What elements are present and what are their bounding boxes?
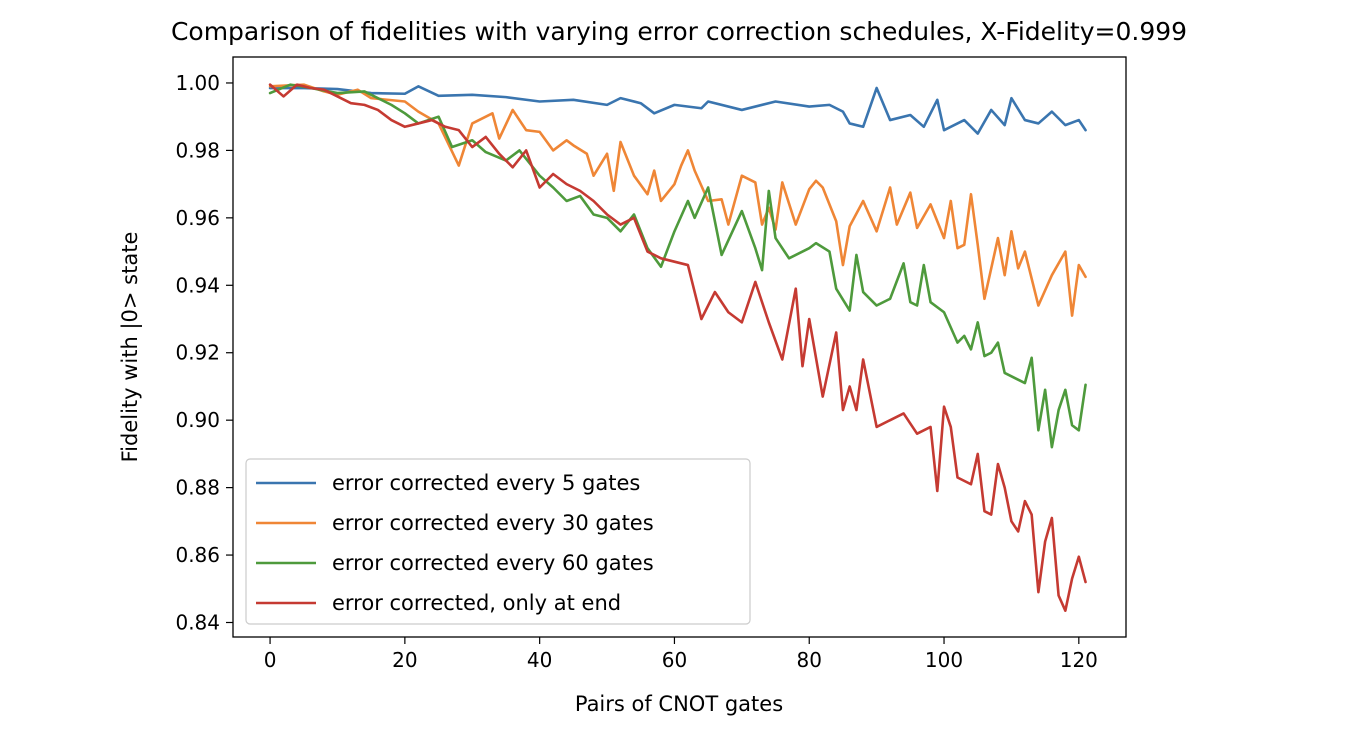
y-tick-label: 0.86 bbox=[175, 543, 220, 567]
legend-entry-1: error corrected every 5 gates bbox=[332, 471, 640, 495]
series-line-4 bbox=[268, 83, 1087, 612]
x-tick-label: 20 bbox=[392, 648, 417, 672]
series-line-2 bbox=[268, 83, 1087, 317]
y-tick-label: 0.96 bbox=[175, 206, 220, 230]
y-axis: 0.84 0.86 0.88 0.90 0.92 0.94 0.96 0.98 1.00 bbox=[175, 71, 233, 635]
legend-entry-4: error corrected, only at end bbox=[332, 591, 621, 615]
legend: error corrected every 5 gates error corre… bbox=[245, 458, 751, 625]
y-tick-label: 0.98 bbox=[175, 138, 220, 162]
x-tick-label: 80 bbox=[797, 648, 822, 672]
y-tick-label: 0.84 bbox=[175, 611, 220, 635]
legend-entry-3: error corrected every 60 gates bbox=[332, 551, 654, 575]
y-tick-label: 0.90 bbox=[175, 408, 220, 432]
series-line-3 bbox=[268, 83, 1087, 449]
y-tick-label: 0.92 bbox=[175, 341, 220, 365]
series-line-1 bbox=[268, 85, 1087, 135]
x-tick-label: 0 bbox=[264, 648, 277, 672]
x-tick-label: 40 bbox=[527, 648, 552, 672]
y-tick-label: 0.88 bbox=[175, 476, 220, 500]
x-axis: 0 20 40 60 80 100 120 bbox=[264, 637, 1098, 672]
x-axis-label: Pairs of CNOT gates bbox=[575, 692, 783, 716]
x-tick-label: 100 bbox=[925, 648, 963, 672]
chart-title: Comparison of fidelities with varying er… bbox=[171, 17, 1187, 46]
x-tick-label: 60 bbox=[662, 648, 687, 672]
y-axis-label: Fidelity with |0> state bbox=[118, 232, 143, 463]
x-tick-label: 120 bbox=[1060, 648, 1098, 672]
y-tick-label: 0.94 bbox=[175, 273, 220, 297]
y-tick-label: 1.00 bbox=[175, 71, 220, 95]
series-layer bbox=[268, 83, 1087, 612]
legend-box bbox=[245, 458, 751, 625]
legend-entry-2: error corrected every 30 gates bbox=[332, 511, 654, 535]
plot-area-frame bbox=[232, 56, 1127, 638]
